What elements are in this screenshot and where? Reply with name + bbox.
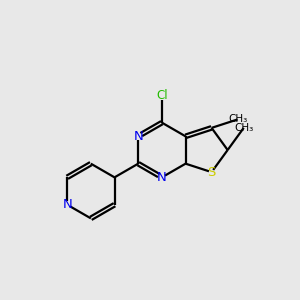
- Text: CH₃: CH₃: [234, 123, 253, 133]
- Text: N: N: [133, 130, 143, 143]
- Text: Cl: Cl: [156, 89, 168, 102]
- Text: N: N: [157, 171, 167, 184]
- Text: CH₃: CH₃: [228, 114, 247, 124]
- Text: S: S: [207, 166, 216, 178]
- Text: N: N: [62, 198, 72, 211]
